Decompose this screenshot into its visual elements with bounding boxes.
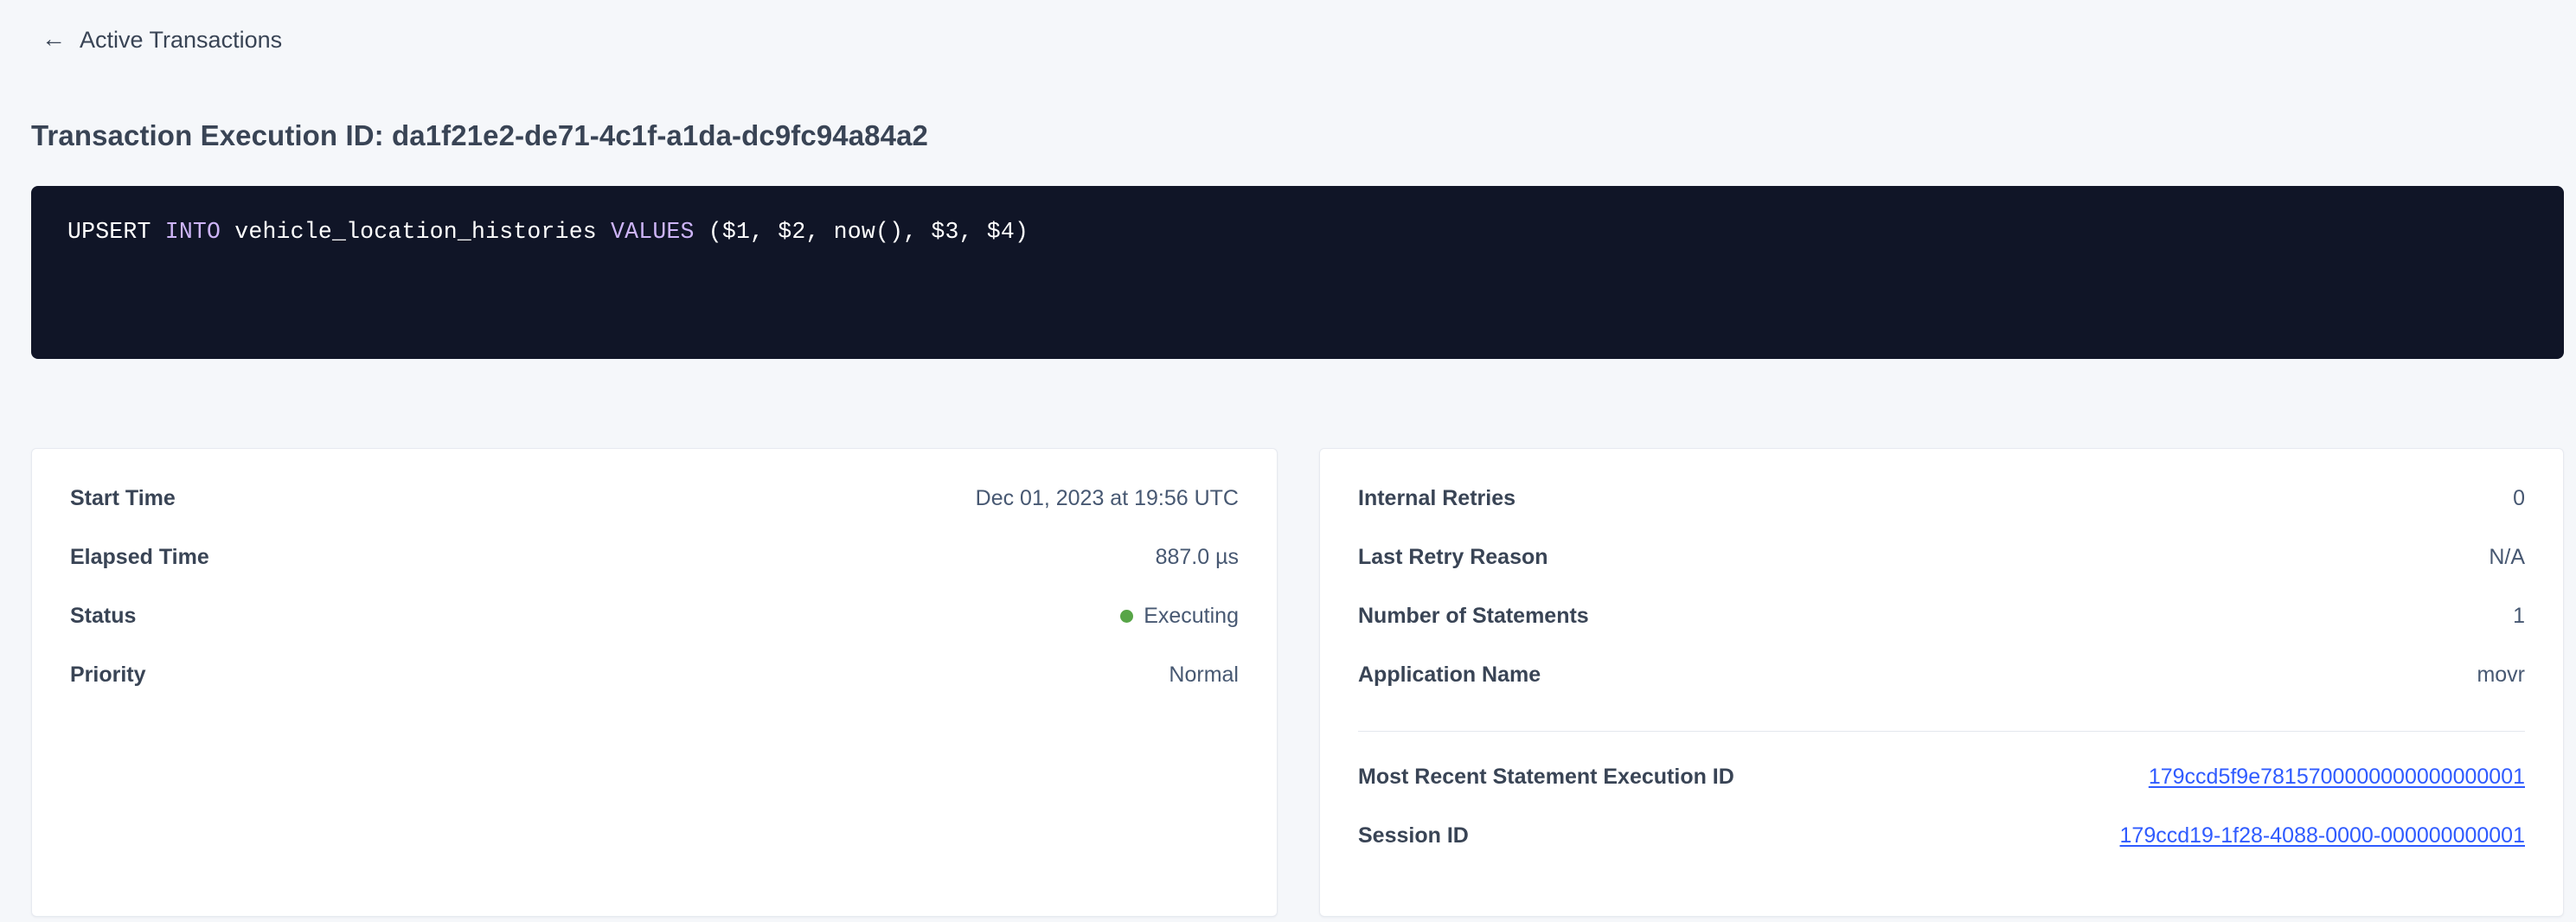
detail-row-session-id: Session ID 179ccd19-1f28-4088-0000-00000… (1358, 806, 2525, 865)
row-label: Session ID (1358, 823, 1469, 848)
row-label: Start Time (70, 485, 176, 510)
row-value: Dec 01, 2023 at 19:56 UTC (975, 485, 1239, 510)
transaction-overview-card: Start Time Dec 01, 2023 at 19:56 UTC Ela… (31, 448, 1278, 917)
page-title: Transaction Execution ID: da1f21e2-de71-… (31, 119, 928, 151)
detail-row-internal-retries: Internal Retries 0 (1358, 469, 2525, 528)
sql-token-args: ($1, $2, now(), $3, $4) (694, 219, 1029, 245)
row-value: N/A (2489, 544, 2525, 569)
session-id-link[interactable]: 179ccd19-1f28-4088-0000-000000000001 (2119, 823, 2525, 848)
detail-row-number-of-statements: Number of Statements 1 (1358, 586, 2525, 645)
sql-statement-text: UPSERT INTO vehicle_location_histories V… (67, 217, 2528, 247)
row-label: Priority (70, 662, 146, 687)
detail-row-priority: Priority Normal (70, 645, 1239, 704)
arrow-left-icon: ← (42, 25, 66, 52)
sql-token-upsert: UPSERT (67, 219, 165, 245)
row-value: movr (2477, 662, 2525, 687)
row-label: Most Recent Statement Execution ID (1358, 764, 1734, 789)
detail-row-elapsed-time: Elapsed Time 887.0 µs (70, 528, 1239, 586)
back-link-label: Active Transactions (80, 26, 283, 53)
status-badge: Executing (1120, 604, 1239, 629)
status-label: Executing (1144, 603, 1239, 628)
sql-statement-block: UPSERT INTO vehicle_location_histories V… (31, 186, 2564, 359)
back-to-active-transactions-link[interactable]: ← Active Transactions (42, 25, 283, 53)
row-label: Status (70, 603, 137, 628)
row-value: Normal (1169, 662, 1239, 687)
detail-row-status: Status Executing (70, 586, 1239, 645)
statement-execution-id-link[interactable]: 179ccd5f9e7815700000000000000001 (2148, 764, 2525, 789)
row-value: 887.0 µs (1155, 544, 1239, 569)
detail-row-last-retry-reason: Last Retry Reason N/A (1358, 528, 2525, 586)
sql-keyword-values: VALUES (611, 219, 695, 245)
row-value: 0 (2513, 485, 2525, 510)
row-label: Internal Retries (1358, 485, 1516, 510)
sql-token-table: vehicle_location_histories (221, 219, 612, 245)
row-label: Application Name (1358, 662, 1541, 687)
detail-row-start-time: Start Time Dec 01, 2023 at 19:56 UTC (70, 469, 1239, 528)
row-value: 1 (2513, 603, 2525, 628)
row-label: Last Retry Reason (1358, 544, 1548, 569)
status-dot-icon (1120, 609, 1134, 623)
detail-row-application-name: Application Name movr (1358, 645, 2525, 704)
detail-row-most-recent-statement-execution-id: Most Recent Statement Execution ID 179cc… (1358, 747, 2525, 806)
card-divider (1358, 731, 2525, 732)
row-label: Elapsed Time (70, 544, 209, 569)
transaction-stats-card: Internal Retries 0 Last Retry Reason N/A… (1319, 448, 2564, 917)
row-label: Number of Statements (1358, 603, 1589, 628)
sql-keyword-into: INTO (164, 219, 221, 245)
